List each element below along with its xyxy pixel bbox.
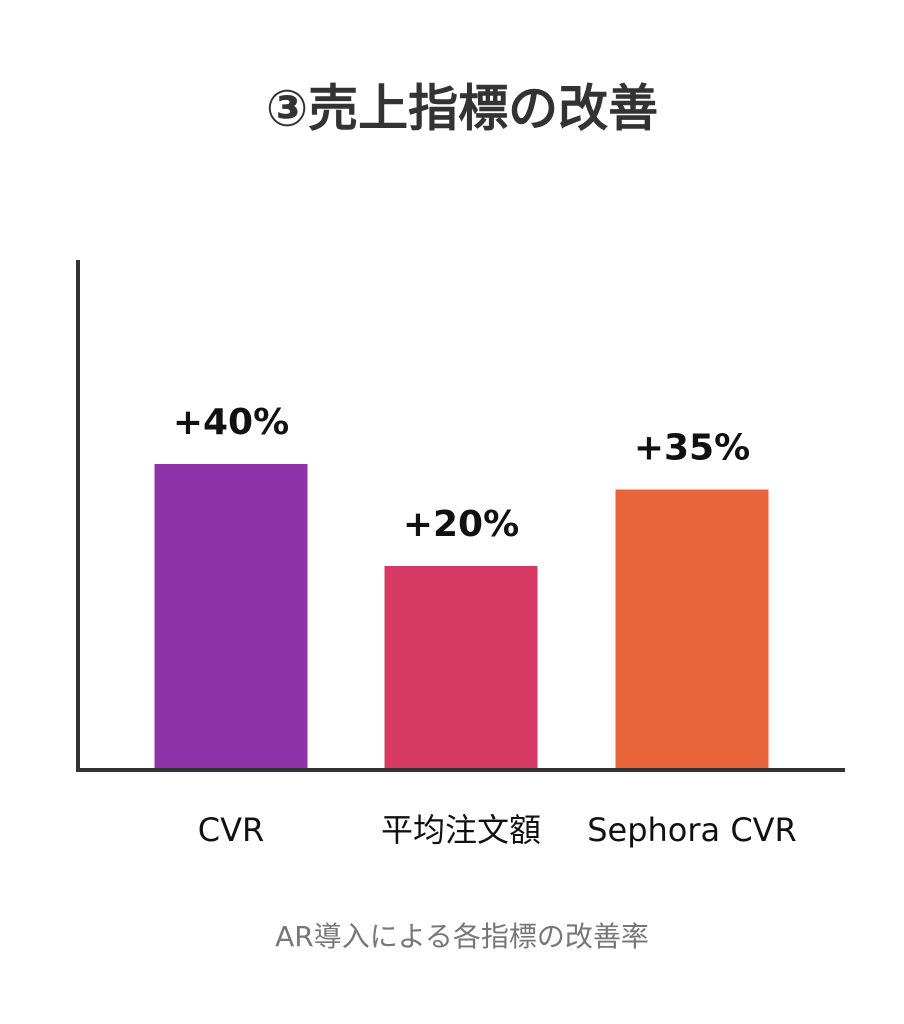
value-label: +35%: [634, 428, 750, 469]
chart-title: ③売上指標の改善: [266, 80, 658, 138]
x-tick-label: 平均注文額: [381, 811, 541, 849]
bar: [154, 464, 308, 770]
x-tick-label: Sephora CVR: [587, 811, 797, 849]
x-tick-label: CVR: [198, 811, 264, 849]
value-label: +40%: [173, 402, 289, 443]
bar: [615, 489, 769, 770]
value-label: +20%: [403, 504, 519, 545]
bar: [384, 566, 538, 770]
caption: AR導入による各指標の改善率: [275, 920, 649, 953]
